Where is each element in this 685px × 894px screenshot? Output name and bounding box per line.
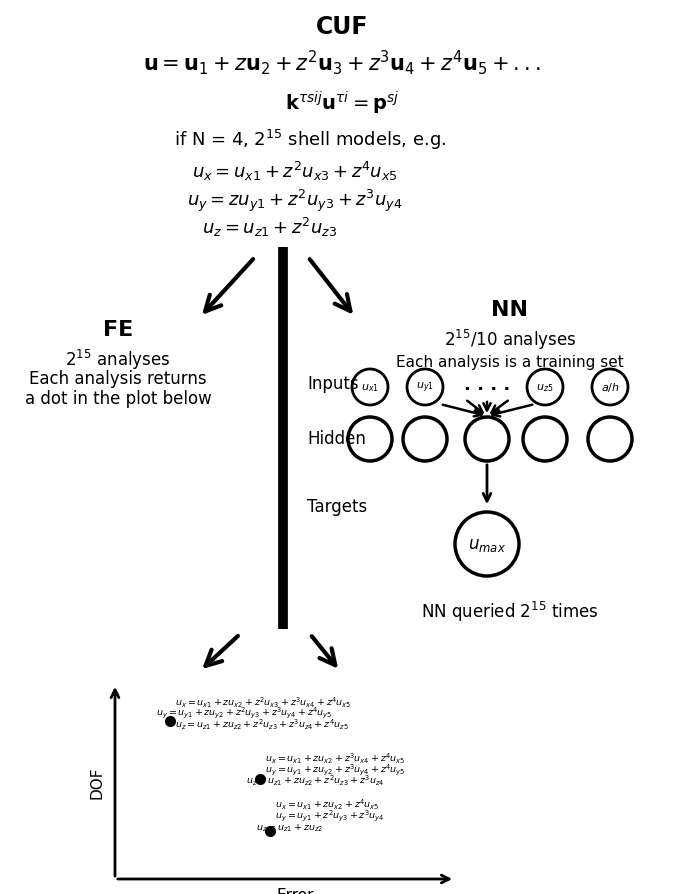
Text: $u_{z5}$: $u_{z5}$ <box>536 382 553 393</box>
Text: $2^{15}$ analyses: $2^{15}$ analyses <box>65 348 171 372</box>
Text: $u_x = u_{x1} + z^2u_{x3} + z^4u_{x5}$: $u_x = u_{x1} + z^2u_{x3} + z^4u_{x5}$ <box>192 160 398 183</box>
Text: Each analysis returns: Each analysis returns <box>29 369 207 388</box>
Text: $2^{15}$/10 analyses: $2^{15}$/10 analyses <box>444 327 576 351</box>
Text: $u_z = u_{z1} + z^2u_{z3}$: $u_z = u_{z1} + z^2u_{z3}$ <box>203 215 338 239</box>
Text: $u_y=u_{y1}+zu_{y2}+z^2u_{y3}+z^3u_{y4}+z^4u_{y5}$: $u_y=u_{y1}+zu_{y2}+z^2u_{y3}+z^3u_{y4}+… <box>156 704 332 719</box>
Text: DOF: DOF <box>90 765 105 797</box>
Text: if N = 4, $2^{15}$ shell models, e.g.: if N = 4, $2^{15}$ shell models, e.g. <box>174 128 446 152</box>
Text: $a/h$: $a/h$ <box>601 381 619 394</box>
Text: $u_x=u_{x1}+zu_{x2}+z^3u_{x4}+z^4u_{x5}$: $u_x=u_{x1}+zu_{x2}+z^3u_{x4}+z^4u_{x5}$ <box>265 751 406 765</box>
Text: Each analysis is a training set: Each analysis is a training set <box>396 355 624 369</box>
Text: $u_{y1}$: $u_{y1}$ <box>416 380 434 395</box>
Text: $u_y=u_{y1}+zu_{y2}+z^3u_{y4}+z^4u_{y5}$: $u_y=u_{y1}+zu_{y2}+z^3u_{y4}+z^4u_{y5}$ <box>265 762 406 776</box>
Text: $u_y=u_{y1}+z^2u_{y3}+z^3u_{y4}$: $u_y=u_{y1}+z^2u_{y3}+z^3u_{y4}$ <box>275 807 384 822</box>
Text: FE: FE <box>103 320 133 340</box>
Text: $u_z=u_{z1}+zu_{z2}$: $u_z=u_{z1}+zu_{z2}$ <box>256 822 323 833</box>
Text: $\mathbf{k}^{\tau sij}\mathbf{u}^{\tau i} = \mathbf{p}^{sj}$: $\mathbf{k}^{\tau sij}\mathbf{u}^{\tau i… <box>285 90 399 117</box>
Text: $u_x=u_{x1}+zu_{x2}+z^4u_{x5}$: $u_x=u_{x1}+zu_{x2}+z^4u_{x5}$ <box>275 797 379 811</box>
Text: CUF: CUF <box>316 15 369 39</box>
Text: $\mathbf{u} = \mathbf{u}_1 + z\mathbf{u}_2 + z^2\mathbf{u}_3 + z^3\mathbf{u}_4 +: $\mathbf{u} = \mathbf{u}_1 + z\mathbf{u}… <box>143 48 541 77</box>
Text: $u_x=u_{x1}+zu_{x2}+z^2u_{x3}+z^3u_{x4}+z^4u_{x5}$: $u_x=u_{x1}+zu_{x2}+z^2u_{x3}+z^3u_{x4}+… <box>175 696 351 709</box>
Text: Hidden: Hidden <box>307 429 366 448</box>
Text: $u_{x1}$: $u_{x1}$ <box>361 382 379 393</box>
Text: $u_z=u_{z1}+zu_{z2}+z^2u_{z3}+z^3u_{z4}+z^4u_{z5}$: $u_z=u_{z1}+zu_{z2}+z^2u_{z3}+z^3u_{z4}+… <box>175 717 349 731</box>
Text: NN: NN <box>492 299 529 320</box>
Text: $u_z=u_{z1}+zu_{z2}+z^2u_{z3}+z^3u_{z4}$: $u_z=u_{z1}+zu_{z2}+z^2u_{z3}+z^3u_{z4}$ <box>246 773 384 787</box>
Text: $u_y = zu_{y1} + z^2u_{y3} + z^3u_{y4}$: $u_y = zu_{y1} + z^2u_{y3} + z^3u_{y4}$ <box>187 188 403 214</box>
Text: Inputs: Inputs <box>307 375 359 392</box>
Text: $u_{max}$: $u_{max}$ <box>468 536 506 553</box>
Text: Targets: Targets <box>307 497 367 516</box>
Text: Error: Error <box>276 888 314 894</box>
Text: NN queried $2^{15}$ times: NN queried $2^{15}$ times <box>421 599 599 623</box>
Text: a dot in the plot below: a dot in the plot below <box>25 390 212 408</box>
Text: . . . .: . . . . <box>464 375 510 393</box>
